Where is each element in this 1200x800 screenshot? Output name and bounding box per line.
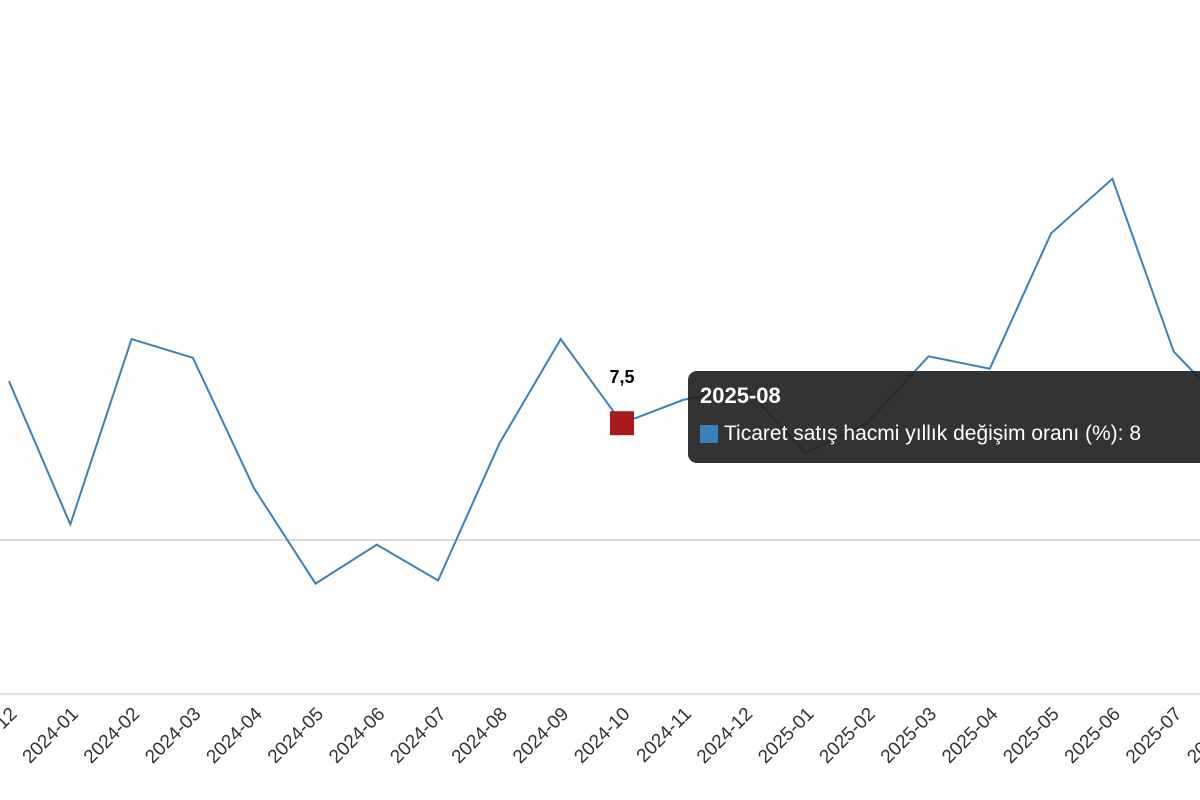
x-axis-tick-labels: 2023-122024-012024-022024-032024-042024-… — [0, 703, 1200, 767]
data-point[interactable] — [923, 350, 935, 362]
data-point[interactable] — [310, 578, 322, 590]
tooltip-text: Ticaret satış hacmi yıllık değişim oranı… — [724, 422, 1142, 445]
data-point[interactable] — [248, 483, 260, 495]
x-tick-label: 2024-08 — [448, 704, 512, 768]
data-point[interactable] — [555, 333, 567, 345]
tooltip-swatch — [700, 425, 718, 443]
x-tick-label: 2023-12 — [0, 704, 22, 768]
x-tick-label: 2024-11 — [633, 704, 696, 767]
x-tick-label: 2024-06 — [325, 704, 389, 768]
x-tick-label: 2024-12 — [693, 704, 757, 768]
x-tick-label: 2024-10 — [570, 704, 634, 768]
data-point[interactable] — [432, 574, 444, 586]
x-tick-label: 2025-03 — [877, 704, 941, 768]
x-tick-label: 2025-07 — [1122, 704, 1186, 768]
data-point[interactable] — [1045, 227, 1057, 239]
x-tick-label: 2024-01 — [19, 704, 83, 768]
x-tick-label: 2025-01 — [754, 704, 818, 768]
data-point[interactable] — [493, 437, 505, 449]
data-point[interactable] — [3, 375, 15, 387]
x-tick-label: 2025-05 — [999, 704, 1063, 768]
tooltip-row: Ticaret satış hacmi yıllık değişim oranı… — [700, 421, 1200, 447]
data-point[interactable] — [371, 539, 383, 551]
data-point[interactable] — [126, 333, 138, 345]
x-tick-label: 2024-02 — [80, 704, 144, 768]
x-tick-label: 2025-06 — [1061, 704, 1125, 768]
x-tick-label: 2024-03 — [141, 704, 205, 768]
data-point[interactable] — [64, 518, 76, 530]
x-tick-label: 2024-07 — [386, 704, 450, 768]
x-tick-label: 2024-05 — [264, 704, 328, 768]
x-tick-label: 2025-02 — [816, 704, 880, 768]
x-tick-label: 2025-04 — [938, 703, 1002, 767]
x-tick-label: 2024-04 — [203, 703, 267, 767]
x-tick-label: 2024-09 — [509, 704, 573, 768]
data-point[interactable] — [1106, 173, 1118, 185]
data-point[interactable] — [187, 352, 199, 364]
highlighted-point-marker[interactable] — [610, 411, 634, 436]
highlighted-point-label: 7,5 — [609, 367, 634, 387]
tooltip-title: 2025-08 — [700, 383, 781, 408]
tooltip: 2025-08 Ticaret satış hacmi yıllık değiş… — [688, 371, 1200, 463]
data-point[interactable] — [1168, 346, 1180, 358]
x-tick-label: 2025-08 — [1183, 704, 1200, 768]
series-layer: 7,5 — [3, 173, 1200, 590]
gridlines — [0, 539, 1200, 696]
